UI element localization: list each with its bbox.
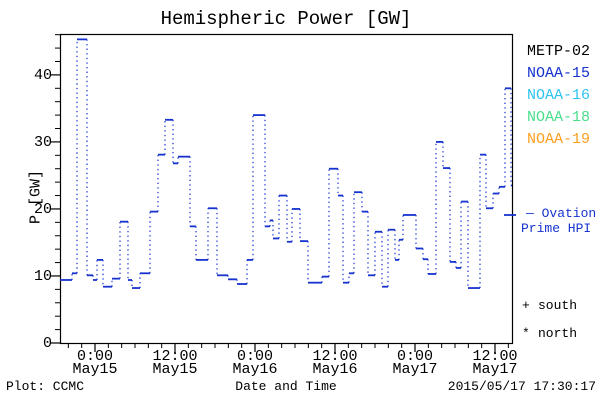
legend-item-noaa-19: NOAA-19	[527, 131, 591, 148]
x-tick-label-May16-0:00: 0:00 May16	[213, 348, 297, 378]
x-tick-label-May17-12:00: 12:00 May17	[453, 348, 537, 378]
ovation-legend-line2: Prime HPI	[521, 221, 592, 236]
x-axis-ticks	[67, 343, 509, 352]
legend-item-noaa-15: NOAA-15	[527, 65, 591, 82]
north-marker-legend: * north	[522, 326, 577, 341]
south-marker-legend: + south	[522, 298, 577, 313]
y-axis-ticks	[50, 34, 60, 344]
ovation-legend-line1: — Ovation	[526, 206, 597, 221]
north-label: north	[538, 326, 578, 341]
x-tick-time: 0:00	[236, 348, 273, 365]
y-tick-label-30: 30	[33, 133, 52, 151]
plot-credit: Plot: CCMC	[6, 379, 85, 394]
x-tick-time: 12:00	[312, 348, 358, 365]
x-tick-label-May15-12:00: 12:00 May15	[133, 348, 217, 378]
x-tick-date: May16	[232, 361, 278, 378]
legend-item-noaa-18: NOAA-18	[527, 109, 591, 126]
x-tick-time: 0:00	[76, 348, 113, 365]
plot-timestamp: 2015/05/17 17:30:17	[447, 379, 596, 394]
legend-item-noaa-16: NOAA-16	[527, 87, 591, 104]
plus-symbol: +	[522, 298, 530, 313]
x-tick-date: May15	[152, 361, 198, 378]
y-tick-label-10: 10	[33, 267, 52, 285]
y-tick-label-20: 20	[33, 200, 52, 218]
x-tick-time: 0:00	[396, 348, 433, 365]
x-axis-label: Date and Time	[235, 379, 337, 394]
x-tick-date: May16	[312, 361, 358, 378]
x-tick-label-May17-0:00: 0:00 May17	[373, 348, 457, 378]
x-tick-time: 12:00	[472, 348, 518, 365]
x-tick-date: May17	[392, 361, 438, 378]
x-tick-date: May17	[472, 361, 518, 378]
south-label: south	[538, 298, 578, 313]
asterisk-symbol: *	[522, 326, 530, 341]
data-series-NOAA-15	[60, 38, 512, 289]
satellite-legend: METP-02 NOAA-15 NOAA-16 NOAA-18 NOAA-19	[527, 44, 590, 154]
y-tick-label-0: 0	[42, 335, 52, 352]
x-tick-date: May15	[72, 361, 118, 378]
x-tick-time: 12:00	[152, 348, 198, 365]
x-tick-label-May16-12:00: 12:00 May16	[293, 348, 377, 378]
x-tick-label-May15-0:00: 0:00 May15	[53, 348, 137, 378]
legend-item-metp-02: METP-02	[527, 43, 591, 60]
chart-title: Hemispheric Power [GW]	[160, 8, 412, 30]
plot-frame	[59, 33, 514, 345]
y-tick-label-40: 40	[33, 66, 52, 84]
